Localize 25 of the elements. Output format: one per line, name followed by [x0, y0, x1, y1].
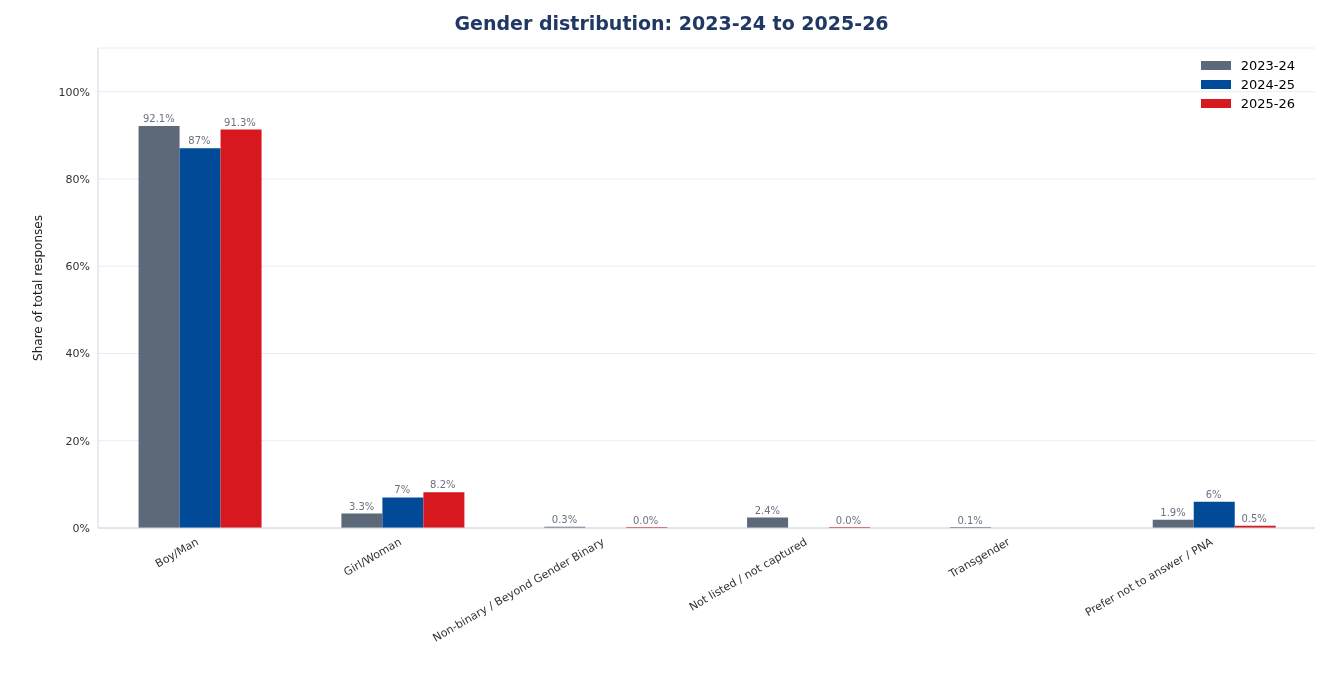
y-tick-label: 80%: [65, 172, 90, 186]
chart-title: Gender distribution: 2023-24 to 2025-26: [453, 11, 890, 36]
legend-label: 2024-25: [1239, 77, 1295, 92]
y-tick-label: 40%: [65, 347, 90, 361]
data-label: 0.5%: [1241, 512, 1267, 524]
y-tick-label: 100%: [58, 85, 90, 99]
data-label: 91.3%: [224, 116, 256, 128]
data-label: 7%: [394, 484, 411, 496]
data-label: 1.9%: [1160, 506, 1186, 518]
data-label: 92.1%: [142, 113, 175, 125]
data-label: 87%: [188, 135, 211, 147]
legend-label: 2023-24: [1239, 58, 1295, 73]
data-label: 2.4%: [754, 504, 781, 516]
data-label: 0.1%: [957, 514, 983, 526]
y-tick-label: 20%: [65, 434, 90, 448]
y-tick-label: 60%: [65, 260, 90, 274]
data-label: 0.0%: [632, 515, 659, 526]
legend-label: 2025-26: [1239, 96, 1295, 111]
data-label: 6%: [1205, 488, 1222, 500]
data-label: 8.2%: [430, 479, 456, 491]
data-label: 0.3%: [551, 513, 578, 525]
data-label: 3.3%: [348, 500, 375, 512]
data-label: 0.0%: [835, 515, 862, 526]
y-axis-title: Share of total responses: [31, 215, 46, 361]
y-tick-label: 0%: [72, 521, 90, 535]
